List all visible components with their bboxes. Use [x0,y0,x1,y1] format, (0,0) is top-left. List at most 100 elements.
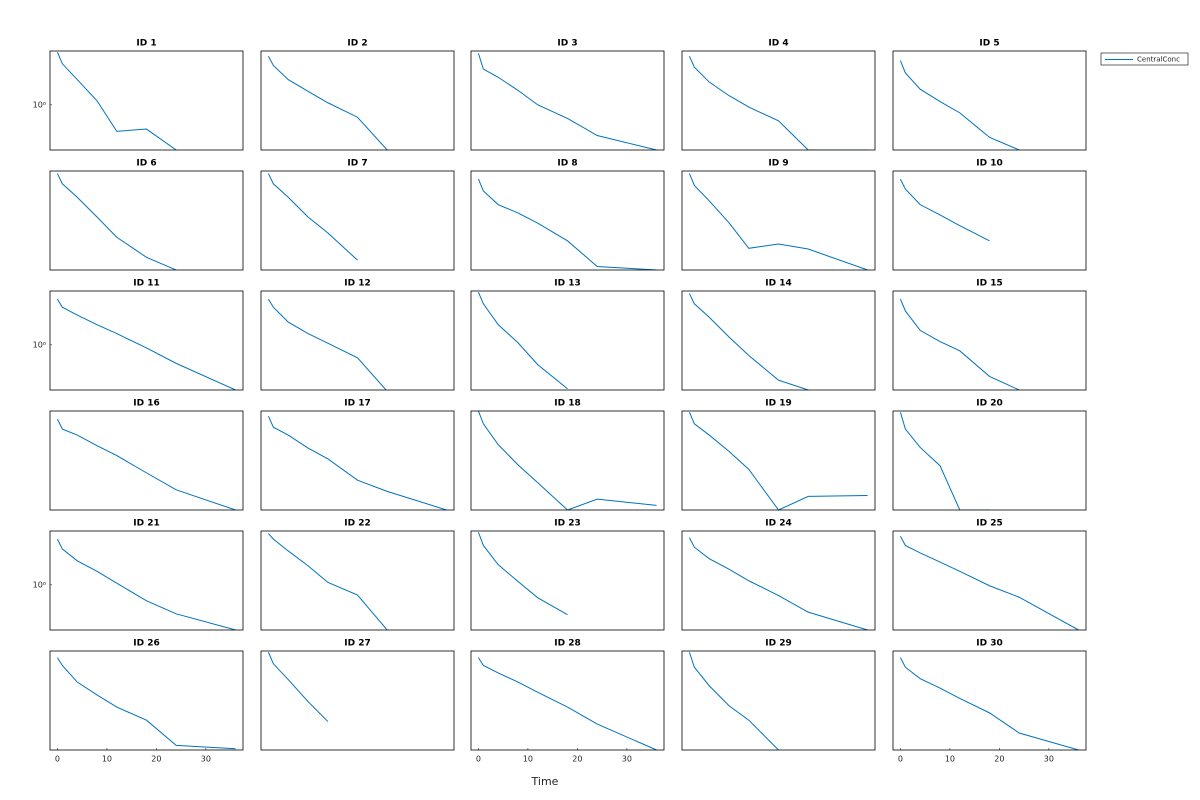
axes-background [50,51,243,150]
axes-background [50,651,243,750]
axes-box [470,650,665,751]
subplot-title: ID 22 [344,519,370,529]
axes-background [471,411,664,510]
axes-background [893,171,1086,270]
subplot-title: ID 21 [133,519,159,529]
axes-background [682,531,875,630]
y-tick-label: 10⁰ [33,580,46,589]
axes-background [893,411,1086,510]
axes-background [50,531,243,630]
series-line [477,178,657,270]
subplot-title: ID 10 [976,159,1002,169]
axes-background [471,531,664,630]
subplot-title: ID 28 [554,639,580,649]
axes-box [681,650,876,751]
axes-background [471,171,664,270]
series-line [56,173,177,270]
subplot-title: ID 19 [765,399,791,409]
axes-box [49,50,244,151]
series-line [688,652,779,750]
axes-box [892,530,1087,631]
subplot-title: ID 16 [133,399,159,409]
subplot-title: ID 7 [347,159,367,169]
axes-box [892,170,1087,271]
subplot-title: ID 2 [347,39,367,49]
series-line [688,412,868,510]
series-line [56,538,236,630]
subplot-title: ID 20 [976,399,1002,409]
x-tick-label: 10 [523,755,533,764]
axes-box [260,650,455,751]
axes-background [50,411,243,510]
axes-box [49,290,244,391]
axes-box [49,410,244,511]
axes-background [893,51,1086,150]
x-tick-label: 0 [898,755,903,764]
x-tick-label: 20 [994,755,1004,764]
axes-background [893,291,1086,390]
subplot-title: ID 12 [344,279,370,289]
series-line [267,416,447,510]
legend-label: CentralConc [1137,56,1180,64]
subplot-title: ID 24 [765,519,791,529]
axes-box [681,170,876,271]
axes-background [682,411,875,510]
x-tick-label: 0 [55,755,60,764]
axes-box [681,410,876,511]
series-line [899,657,1079,750]
series-line [688,173,868,270]
axes-box [681,50,876,151]
axes-box [892,410,1087,511]
subplot-title: ID 18 [554,399,580,409]
x-tick-label: 30 [622,755,632,764]
series-line [899,60,1020,150]
axes-box [260,530,455,631]
axes-box [260,290,455,391]
series-line [688,293,809,390]
series-line [477,292,568,390]
subplot-title: ID 17 [344,399,370,409]
subplot-title: ID 3 [557,39,577,49]
axes-box [49,170,244,271]
subplot-title: ID 1 [136,39,156,49]
axes-box [470,170,665,271]
series-line [477,411,657,510]
series-line [899,298,1020,390]
axes-background [50,291,243,390]
axes-box [260,410,455,511]
x-tick-label: 10 [945,755,955,764]
series-line [56,657,236,750]
series-line [267,55,388,150]
subplot-title: ID 5 [979,39,999,49]
axes-box [892,50,1087,151]
subplot-title: ID 26 [133,639,159,649]
series-line [477,657,657,750]
axes-background [682,651,875,750]
axes-background [471,51,664,150]
axes-background [682,291,875,390]
legend-box [1100,52,1189,66]
series-line [56,298,236,390]
series-line [899,412,990,510]
axes-box [260,50,455,151]
subplot-title: ID 15 [976,279,1002,289]
axes-box [470,410,665,511]
series-line [267,173,358,261]
axes-background [682,171,875,270]
series-line [688,537,868,630]
axes-background [261,651,454,750]
subplot-title: ID 29 [765,639,791,649]
axes-background [261,531,454,630]
axes-box [260,170,455,271]
subplot-title: ID 9 [768,159,788,169]
axes-background [471,291,664,390]
subplot-title: ID 13 [554,279,580,289]
series-line [267,652,329,722]
series-line [56,418,236,510]
subplot-title: ID 27 [344,639,370,649]
y-tick-label: 10⁰ [33,100,46,109]
series-line [477,532,568,616]
x-tick-label: 20 [572,755,582,764]
